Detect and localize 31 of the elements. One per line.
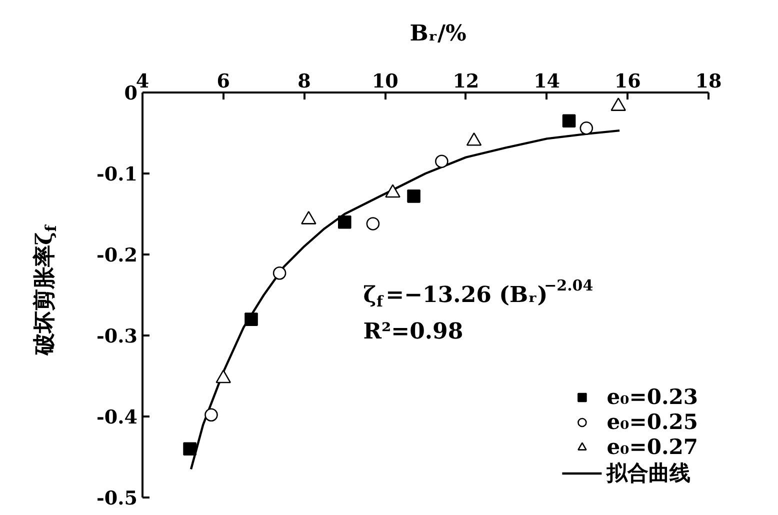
legend-label: e₀=0.27: [606, 434, 698, 459]
y-tick-label: -0.2: [96, 244, 138, 266]
point: [338, 215, 352, 229]
point: [272, 266, 286, 280]
y-tick-label: -0.4: [96, 406, 138, 428]
annotation: R²=0.98: [363, 318, 464, 344]
point: [562, 114, 576, 128]
y-axis-title: 破坏剪胀率ζf: [32, 224, 60, 356]
point: [183, 442, 196, 456]
y-tick-label: -0.5: [96, 488, 138, 510]
point: [204, 408, 218, 422]
x-tick-label: 4: [136, 70, 150, 92]
x-tick-label: 12: [452, 70, 480, 92]
point: [366, 217, 380, 230]
y-tick-label: -0.3: [96, 326, 138, 348]
x-tick-label: 18: [695, 70, 722, 92]
x-axis-title: Bᵣ/%: [410, 20, 467, 46]
x-tick-label: 8: [298, 70, 311, 92]
point: [244, 312, 258, 326]
legend-label: 拟合曲线: [606, 459, 691, 487]
x-tick-label: 10: [372, 70, 398, 92]
point: [407, 190, 420, 203]
x-tick-label: 6: [216, 70, 230, 92]
legend-label: e₀=0.23: [606, 384, 698, 409]
y-tick-label: 0: [124, 82, 138, 104]
x-tick-label: 16: [614, 70, 641, 92]
legend-label: e₀=0.25: [606, 409, 698, 434]
y-tick-label: -0.1: [96, 164, 138, 186]
x-tick-label: 14: [534, 70, 560, 92]
point: [435, 154, 448, 168]
point: [580, 122, 594, 135]
